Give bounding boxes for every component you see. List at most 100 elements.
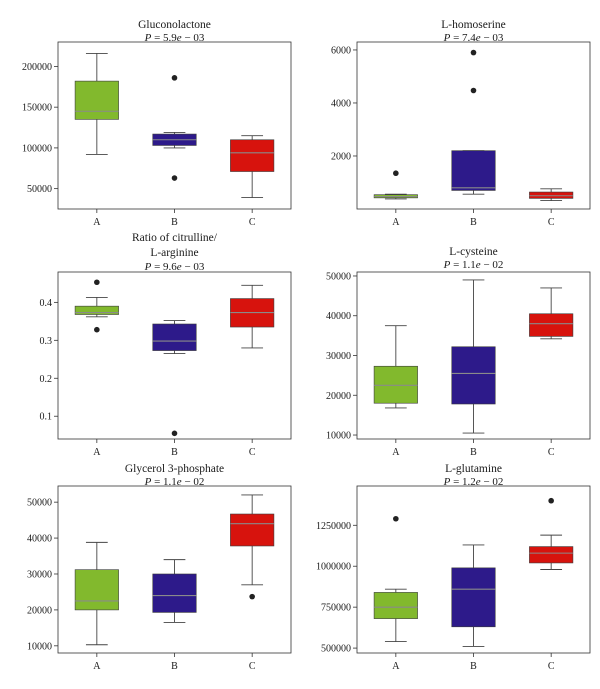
box-C [529,188,574,201]
y-tick-label: 2000 [331,151,351,162]
panel-subtitle: P = 1.1e − 02 [443,259,504,271]
x-tick-label: A [392,661,400,672]
panel-title: Glycerol 3-phosphate [125,463,224,475]
box-body [74,305,119,315]
x-tick-label: A [93,217,101,228]
outlier-point [249,593,255,600]
outlier-point [171,75,178,81]
box-B [451,49,496,195]
box-body [152,323,197,351]
box-body [230,513,275,547]
x-tick-label: B [470,661,477,672]
y-tick-label: 500000 [321,644,351,655]
box-body [451,346,496,405]
outlier-point [393,170,399,177]
panel-title: L-homoserine [441,19,506,31]
box-B [451,544,496,647]
y-tick-label: 150000 [22,103,52,114]
box-C [529,497,574,570]
box-A [373,515,418,642]
box-body [373,592,418,619]
outlier-point [470,87,477,94]
box-body [74,569,119,611]
box-C [230,494,275,600]
y-tick-label: 200000 [22,62,52,73]
y-tick-label: 30000 [326,351,351,362]
panel-subtitle: P = 1.1e − 02 [144,476,205,488]
box-body [74,80,119,120]
x-tick-label: C [249,661,256,672]
outlier-point [393,515,399,522]
box-A [74,279,119,333]
x-tick-label: A [93,661,101,672]
panel-title: Gluconolactone [138,19,211,31]
y-tick-label: 50000 [27,498,52,509]
panel-subtitle: P = 7.4e − 03 [443,32,504,44]
box-body [451,567,496,628]
x-tick-label: B [470,217,477,228]
box-B [152,75,197,181]
x-tick-label: C [249,217,256,228]
y-tick-label: 50000 [27,184,52,195]
panel-subtitle: P = 1.2e − 02 [443,476,504,488]
y-tick-label: 40000 [326,311,351,322]
box-C [230,284,275,349]
outlier-point [94,326,100,333]
y-tick-label: 6000 [331,45,351,56]
box-B [152,559,197,623]
x-tick-label: B [171,217,178,228]
box-B [152,320,197,437]
x-tick-label: B [171,661,178,672]
y-tick-label: 1250000 [316,521,351,532]
y-tick-label: 0.1 [40,412,53,423]
panel-subtitle: P = 9.6e − 03 [144,261,205,273]
y-tick-label: 1000000 [316,562,351,573]
box-A [373,325,418,409]
y-tick-label: 0.4 [40,298,53,309]
box-body [529,546,574,564]
x-tick-label: B [171,447,178,458]
y-tick-label: 30000 [27,569,52,580]
box-A [74,541,119,646]
chart-panel-3: Ratio of citrulline/L-arginine P = 9.6e −… [40,232,292,458]
panel-title-line2: L-arginine [150,247,198,259]
y-tick-label: 10000 [27,641,52,652]
y-tick-label: 20000 [27,605,52,616]
outlier-point [94,279,100,286]
y-tick-label: 0.3 [40,336,53,347]
box-body [529,313,574,337]
x-tick-label: C [548,661,555,672]
box-A [74,52,119,155]
outlier-point [548,497,554,504]
box-body [373,365,418,404]
x-tick-label: A [392,447,400,458]
panel-subtitle: P = 5.9e − 03 [144,32,205,44]
box-body [230,139,275,172]
outlier-point [171,430,178,437]
y-tick-label: 10000 [326,431,351,442]
x-tick-label: A [392,217,400,228]
x-tick-label: C [249,447,256,458]
panel-title: Ratio of citrulline/ [132,232,218,244]
x-tick-label: C [548,447,555,458]
outlier-point [171,175,178,181]
y-tick-label: 50000 [326,271,351,282]
y-tick-label: 0.2 [40,374,53,385]
x-tick-label: C [548,217,555,228]
box-body [152,573,197,613]
x-tick-label: A [93,447,101,458]
box-C [230,135,275,199]
y-tick-label: 20000 [326,391,351,402]
plot-frame [57,41,292,210]
box-C [529,287,574,340]
box-body [451,150,496,191]
x-tick-label: B [470,447,477,458]
y-tick-label: 40000 [27,534,52,545]
y-tick-label: 750000 [321,603,351,614]
